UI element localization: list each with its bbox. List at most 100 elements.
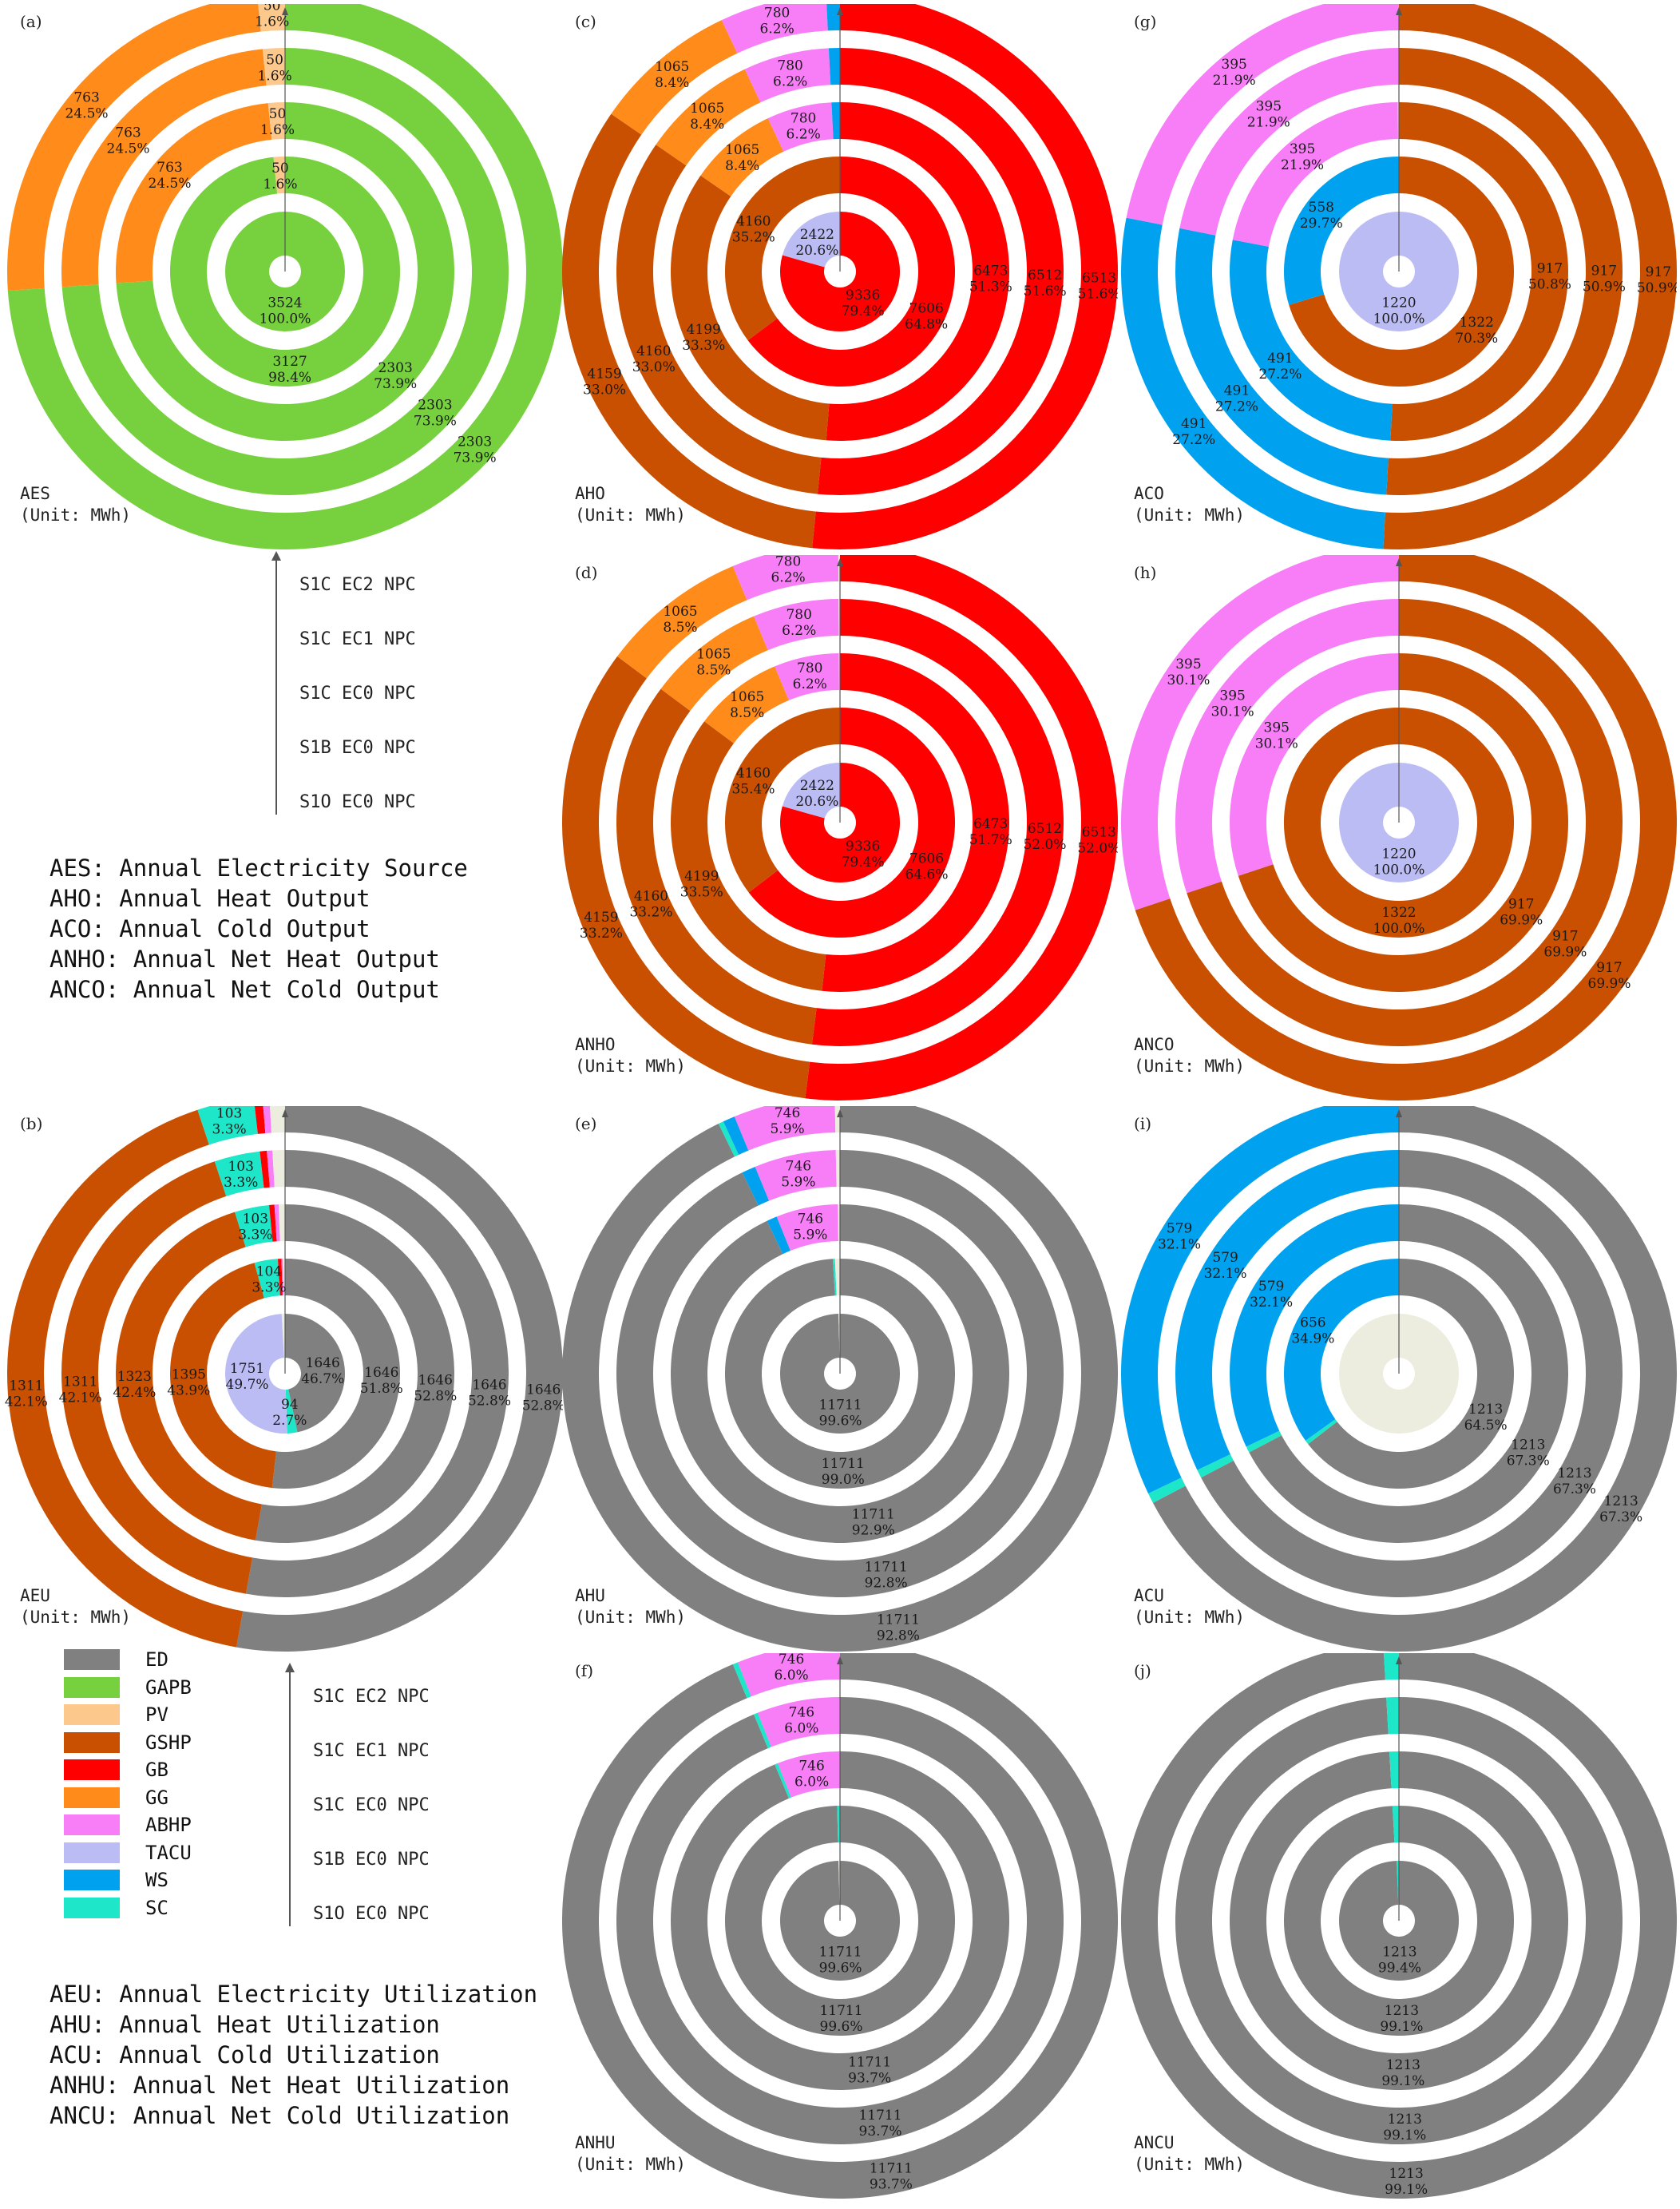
start-arrow-head <box>1396 1109 1402 1117</box>
data-label-percent: 93.7% <box>848 2070 891 2086</box>
data-label-value: 3127 <box>272 354 307 370</box>
ring-segment-gg <box>116 103 272 284</box>
ring-segment-abhp <box>263 1106 271 1134</box>
panel-label: (b) <box>20 1114 43 1133</box>
data-label-percent: 33.2% <box>629 905 672 921</box>
data-label: 1065 8.5% <box>663 604 697 636</box>
data-label: 763 24.5% <box>65 89 109 121</box>
data-label: 6473 51.7% <box>969 816 1012 848</box>
panel-e: 11711 99.6% 11711 99.0% 11711 92.9% 746 5.9% 117… <box>559 1106 1118 1657</box>
ring-label: S1O EC0 NPC <box>299 792 416 812</box>
ring-segment-abhp <box>754 599 839 651</box>
ring-segment-abhp <box>732 555 839 601</box>
data-label: 103 3.3% <box>238 1212 272 1243</box>
data-label: 6512 51.6% <box>1024 268 1067 299</box>
data-label: 763 24.5% <box>107 125 150 157</box>
ring-segment-gg <box>61 49 267 288</box>
ring-label: S1C EC0 NPC <box>313 1795 430 1815</box>
data-label-value: 1646 <box>418 1373 453 1389</box>
ring-label: S1C EC1 NPC <box>299 629 416 649</box>
ring-segment-gshp <box>671 175 830 441</box>
data-label-percent: 3.3% <box>252 1280 286 1296</box>
data-label: 1646 52.8% <box>522 1382 563 1414</box>
panel-unit: (Unit: MWh) <box>1134 506 1246 525</box>
ring-segment-gshp <box>671 721 826 991</box>
ring-segment-ws <box>1175 1150 1399 1470</box>
ring-segment-gg <box>611 20 738 135</box>
ring-order-arrow <box>285 1663 295 1926</box>
ring-order-labels-bottom: S1C EC2 NPC S1C EC1 NPC S1C EC0 NPC S1B … <box>285 1663 529 1942</box>
ring-label: S1C EC1 NPC <box>313 1741 430 1761</box>
ring-segment-ws <box>1175 228 1389 495</box>
data-label-value: 11711 <box>819 1397 862 1413</box>
panel-name: AES <box>20 484 50 503</box>
data-label-percent: 3.3% <box>212 1122 246 1138</box>
ring-segment-gb <box>812 4 1118 549</box>
ring-segment-ed <box>255 1204 455 1543</box>
data-label: 746 5.9% <box>793 1212 827 1243</box>
data-label-percent: 99.1% <box>1385 2182 1428 2198</box>
donut-chart-c: 9336 79.4%2422 20.6%7606 64.8%4160 35.2%6473… <box>562 4 1118 549</box>
ring-segment-sc <box>1148 1477 1186 1503</box>
data-label-value: 4160 <box>636 343 671 359</box>
data-label-value: 2422 <box>800 778 834 794</box>
data-label-percent: 100.0% <box>260 311 311 327</box>
data-label: 395 21.9% <box>1281 141 1324 173</box>
data-label-percent: 51.6% <box>1078 286 1118 302</box>
ring-segment-abhp <box>1230 653 1399 876</box>
data-label-percent: 8.5% <box>663 620 697 636</box>
data-label: 4160 33.2% <box>629 889 672 921</box>
ring-segment-tacu <box>782 763 840 819</box>
start-arrow-head <box>837 1656 843 1664</box>
data-label-value: 1220 <box>1381 295 1416 311</box>
data-label: 9336 79.4% <box>842 839 885 871</box>
data-label: 11711 99.6% <box>819 1944 862 1976</box>
data-label-percent: 1.6% <box>257 68 291 84</box>
panel-unit: (Unit: MWh) <box>20 506 132 525</box>
data-label-percent: 92.8% <box>877 1628 920 1644</box>
panel-unit: (Unit: MWh) <box>575 506 687 525</box>
panel-name: ACU <box>1134 1586 1164 1605</box>
panel-label: (j) <box>1134 1661 1151 1680</box>
ring-segment-tacu <box>224 1314 287 1434</box>
data-label: 4199 33.5% <box>680 869 723 901</box>
start-arrow-head <box>1396 558 1402 566</box>
data-label-percent: 99.1% <box>1383 2128 1426 2144</box>
data-label-value: 50 <box>263 4 281 14</box>
data-label-value: 1311 <box>9 1378 43 1394</box>
data-label-value: 103 <box>243 1212 268 1227</box>
data-label: 1646 51.8% <box>360 1365 403 1397</box>
data-label-value: 11711 <box>819 1944 862 1960</box>
data-label-value: 558 <box>1309 200 1334 216</box>
definition: AEU: Annual Electricity Utilization <box>50 1981 538 2008</box>
data-label-percent: 5.9% <box>793 1227 827 1243</box>
data-label-percent: 8.5% <box>696 662 731 678</box>
data-label: 1213 99.1% <box>1381 2057 1424 2089</box>
panel-name: ACO <box>1134 484 1164 503</box>
data-label-value: 3524 <box>267 295 302 311</box>
panel-name: ANCO <box>1134 1035 1175 1054</box>
data-label: 1751 49.7% <box>226 1361 269 1393</box>
data-label: 1213 64.5% <box>1464 1402 1508 1434</box>
ring-segment-ws <box>826 4 840 31</box>
data-label-percent: 92.8% <box>865 1575 908 1591</box>
data-label: 1646 52.8% <box>468 1378 511 1410</box>
data-label-value: 917 <box>1646 264 1671 280</box>
data-label-value: 763 <box>157 160 182 176</box>
data-label-percent: 51.6% <box>1024 284 1067 299</box>
data-label-percent: 2.7% <box>272 1413 307 1429</box>
data-label: 11711 93.7% <box>858 2108 901 2140</box>
data-label-value: 395 <box>1264 720 1290 736</box>
data-label: 395 30.1% <box>1255 720 1298 752</box>
ring-segment-sc <box>1305 1419 1337 1445</box>
data-label: 1311 42.1% <box>59 1374 102 1406</box>
ring-order-arrow <box>271 551 281 815</box>
data-label: 1213 99.1% <box>1380 2003 1423 2035</box>
data-label: 4159 33.0% <box>583 367 626 399</box>
donut-chart-e: 11711 99.6%11711 99.0%11711 92.9%746 5.9%117… <box>562 1106 1118 1652</box>
data-label: 4160 33.0% <box>632 343 676 375</box>
data-label-value: 579 <box>1212 1250 1238 1266</box>
ring-segment-abhp <box>1175 599 1399 894</box>
data-label: 1213 99.1% <box>1383 2112 1426 2144</box>
donut-chart-g: 1220 100.0% 1322 70.3%558 29.7%917 50.8%491 27… <box>1121 4 1677 549</box>
